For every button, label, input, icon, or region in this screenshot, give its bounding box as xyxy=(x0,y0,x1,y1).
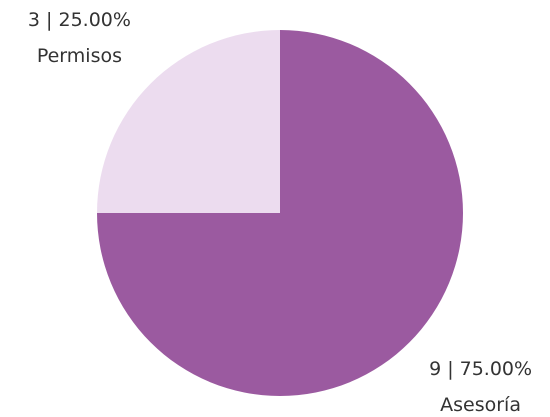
slice-value-label: 3 | 25.00% xyxy=(28,9,131,31)
slice-category-label: Permisos xyxy=(37,45,122,67)
pie-slice xyxy=(97,30,280,213)
slice-value-label: 9 | 75.00% xyxy=(429,358,532,380)
slice-category-label: Asesoría xyxy=(440,394,521,416)
